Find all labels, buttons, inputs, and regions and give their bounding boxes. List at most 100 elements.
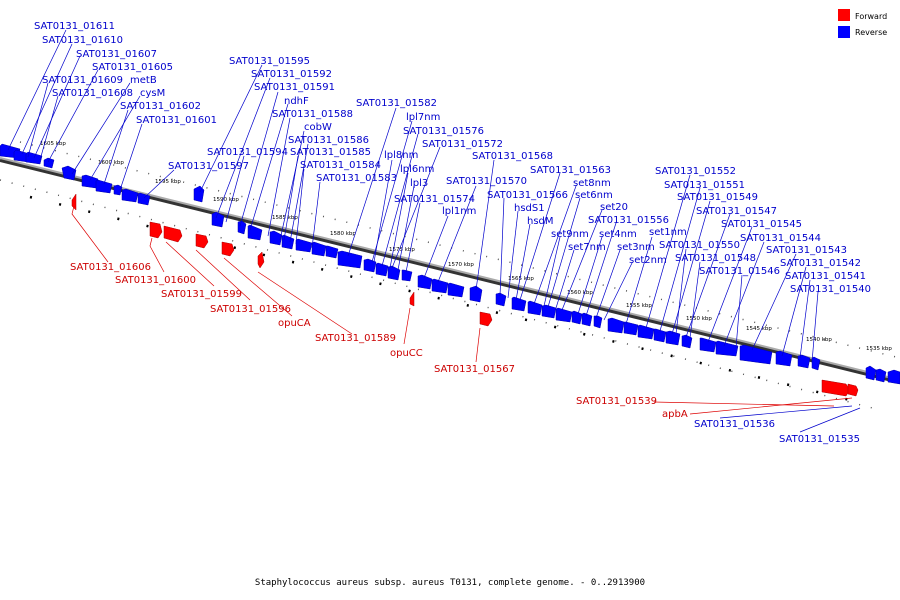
gene-arrow-reverse[interactable] bbox=[607, 317, 625, 334]
gene-label[interactable]: set2nm bbox=[629, 255, 667, 266]
gene-arrow-reverse[interactable] bbox=[363, 258, 377, 273]
gene-arrow-reverse[interactable] bbox=[295, 238, 313, 253]
gene-arrow-reverse[interactable] bbox=[325, 245, 339, 259]
gene-label[interactable]: SAT0131_01536 bbox=[694, 419, 775, 430]
gene-label[interactable]: SAT0131_01549 bbox=[677, 192, 758, 203]
gene-label[interactable]: SAT0131_01602 bbox=[120, 101, 201, 112]
gene-label[interactable]: SAT0131_01606 bbox=[70, 262, 151, 273]
gene-label[interactable]: SAT0131_01608 bbox=[52, 88, 133, 99]
gene-label[interactable]: SAT0131_01547 bbox=[696, 206, 777, 217]
gene-label[interactable]: set4nm bbox=[599, 229, 637, 240]
gene-label[interactable]: lpl6nm bbox=[400, 164, 434, 175]
gene-arrow-reverse[interactable] bbox=[527, 300, 543, 316]
gene-label[interactable]: SAT0131_01583 bbox=[316, 173, 397, 184]
gene-arrow-reverse[interactable] bbox=[887, 369, 900, 385]
gene-label[interactable]: SAT0131_01563 bbox=[530, 165, 611, 176]
gene-arrow-reverse[interactable] bbox=[699, 337, 717, 353]
gene-arrow-reverse[interactable] bbox=[665, 330, 681, 346]
gene-arrow-reverse[interactable] bbox=[797, 354, 811, 369]
gene-label[interactable]: set6nm bbox=[575, 190, 613, 201]
gene-arrow-forward[interactable] bbox=[221, 241, 235, 257]
gene-label[interactable]: SAT0131_01576 bbox=[403, 126, 484, 137]
gene-label[interactable]: SAT0131_01545 bbox=[721, 219, 802, 230]
gene-label[interactable]: SAT0131_01574 bbox=[394, 194, 475, 205]
gene-label[interactable]: SAT0131_01591 bbox=[254, 82, 335, 93]
gene-label[interactable]: SAT0131_01601 bbox=[136, 115, 217, 126]
gene-label[interactable]: SAT0131_01609 bbox=[42, 75, 123, 86]
gene-label[interactable]: SAT0131_01607 bbox=[76, 49, 157, 60]
gene-arrow-reverse[interactable] bbox=[137, 192, 151, 206]
gene-arrow-reverse[interactable] bbox=[281, 234, 295, 250]
gene-arrow-reverse[interactable] bbox=[555, 307, 573, 323]
gene-label[interactable]: cysM bbox=[140, 88, 165, 99]
gene-arrow-reverse[interactable] bbox=[571, 310, 583, 325]
gene-arrow-forward[interactable] bbox=[149, 221, 163, 239]
gene-arrow-forward[interactable] bbox=[479, 311, 493, 327]
gene-label[interactable]: cobW bbox=[304, 122, 332, 133]
gene-label[interactable]: SAT0131_01589 bbox=[315, 333, 396, 344]
gene-label[interactable]: SAT0131_01585 bbox=[290, 147, 371, 158]
gene-arrow-reverse[interactable] bbox=[775, 350, 793, 367]
gene-label[interactable]: SAT0131_01552 bbox=[655, 166, 736, 177]
gene-label[interactable]: SAT0131_01544 bbox=[740, 233, 821, 244]
gene-label[interactable]: SAT0131_01588 bbox=[272, 109, 353, 120]
gene-arrow-reverse[interactable] bbox=[447, 282, 465, 298]
gene-arrow-reverse[interactable] bbox=[739, 344, 773, 365]
gene-label[interactable]: SAT0131_01599 bbox=[161, 289, 242, 300]
gene-label[interactable]: set3nm bbox=[617, 242, 655, 253]
gene-label[interactable]: SAT0131_01567 bbox=[434, 364, 515, 375]
gene-arrow-reverse[interactable] bbox=[865, 365, 877, 381]
gene-label[interactable]: SAT0131_01594 bbox=[207, 147, 288, 158]
gene-label[interactable]: SAT0131_01543 bbox=[766, 245, 847, 256]
gene-label[interactable]: set1nm bbox=[649, 227, 687, 238]
gene-label[interactable]: set9nm bbox=[551, 229, 589, 240]
gene-label[interactable]: set7nm bbox=[568, 242, 606, 253]
gene-arrow-reverse[interactable] bbox=[495, 292, 507, 307]
gene-label[interactable]: SAT0131_01597 bbox=[168, 161, 249, 172]
gene-label[interactable]: SAT0131_01542 bbox=[780, 258, 861, 269]
gene-label[interactable]: metB bbox=[130, 75, 157, 86]
gene-label[interactable]: SAT0131_01605 bbox=[92, 62, 173, 73]
gene-label[interactable]: SAT0131_01570 bbox=[446, 176, 527, 187]
gene-label[interactable]: SAT0131_01572 bbox=[422, 139, 503, 150]
gene-label[interactable]: hsdS1 bbox=[514, 203, 545, 214]
gene-arrow-reverse[interactable] bbox=[247, 224, 263, 241]
gene-arrow-reverse[interactable] bbox=[811, 356, 821, 371]
gene-label[interactable]: SAT0131_01582 bbox=[356, 98, 437, 109]
gene-label[interactable]: SAT0131_01600 bbox=[115, 275, 196, 286]
gene-arrow-reverse[interactable] bbox=[193, 185, 205, 203]
gene-arrow-forward[interactable] bbox=[71, 193, 77, 211]
gene-label[interactable]: lpl1nm bbox=[442, 206, 476, 217]
gene-arrow-reverse[interactable] bbox=[431, 278, 449, 294]
gene-label[interactable]: SAT0131_01535 bbox=[779, 434, 860, 445]
gene-label[interactable]: SAT0131_01539 bbox=[576, 396, 657, 407]
gene-arrow-reverse[interactable] bbox=[121, 188, 139, 203]
gene-label[interactable]: SAT0131_01592 bbox=[251, 69, 332, 80]
gene-label[interactable]: SAT0131_01551 bbox=[664, 180, 745, 191]
gene-arrow-reverse[interactable] bbox=[715, 340, 739, 357]
gene-arrow-forward[interactable] bbox=[195, 233, 209, 249]
gene-arrow-reverse[interactable] bbox=[623, 321, 639, 336]
gene-label[interactable]: SAT0131_01584 bbox=[300, 160, 381, 171]
gene-arrow-reverse[interactable] bbox=[875, 368, 887, 383]
gene-arrow-reverse[interactable] bbox=[375, 262, 389, 277]
gene-arrow-reverse[interactable] bbox=[61, 165, 77, 181]
gene-arrow-forward[interactable] bbox=[163, 225, 183, 243]
gene-arrow-forward[interactable] bbox=[821, 379, 851, 397]
gene-label[interactable]: lpl7nm bbox=[406, 112, 440, 123]
gene-arrow-reverse[interactable] bbox=[417, 274, 433, 290]
gene-label[interactable]: lpl8nm bbox=[384, 150, 418, 161]
gene-arrow-forward[interactable] bbox=[409, 291, 415, 307]
gene-arrow-reverse[interactable] bbox=[81, 174, 99, 189]
gene-arrow-reverse[interactable] bbox=[269, 230, 283, 246]
gene-label[interactable]: SAT0131_01548 bbox=[675, 253, 756, 264]
gene-arrow-reverse[interactable] bbox=[653, 328, 667, 343]
gene-arrow-reverse[interactable] bbox=[541, 304, 557, 319]
gene-arrow-reverse[interactable] bbox=[511, 296, 527, 312]
gene-label[interactable]: SAT0131_01568 bbox=[472, 151, 553, 162]
gene-arrow-forward[interactable] bbox=[257, 251, 265, 269]
gene-arrow-reverse[interactable] bbox=[469, 285, 483, 303]
gene-label[interactable]: apbA bbox=[662, 409, 688, 420]
gene-label[interactable]: lpl3 bbox=[410, 178, 428, 189]
gene-label[interactable]: SAT0131_01566 bbox=[487, 190, 568, 201]
